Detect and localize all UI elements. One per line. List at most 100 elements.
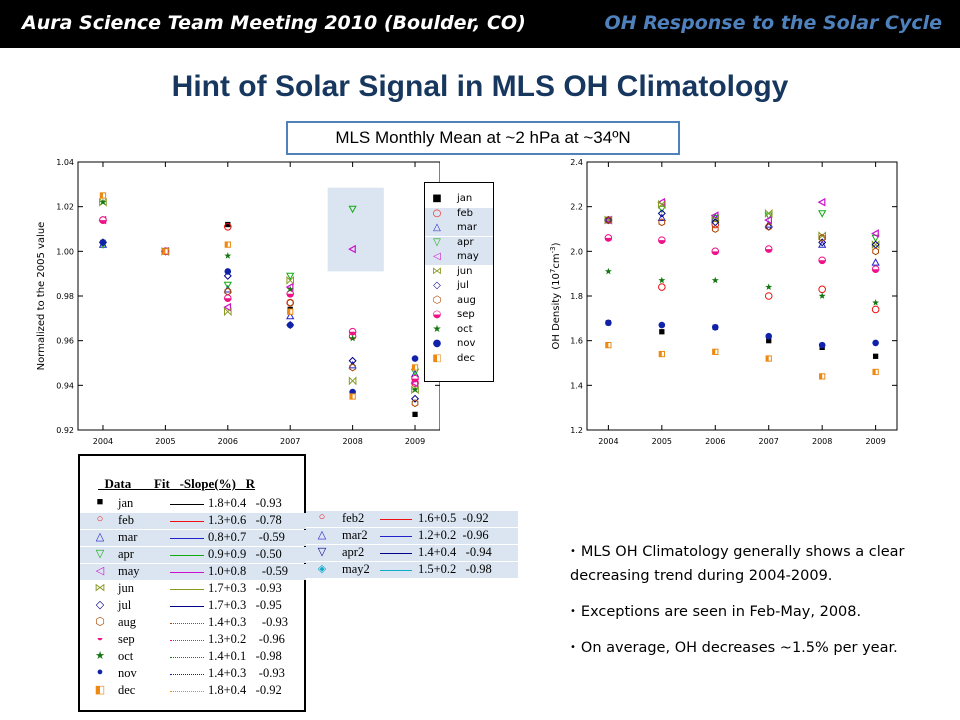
data-point: [765, 355, 772, 362]
data-point: [605, 319, 612, 327]
fit-row-values: 1.4+0.3 -0.93: [208, 666, 285, 680]
data-point: [711, 225, 719, 233]
data-point: [99, 192, 107, 199]
data-point: [411, 355, 419, 362]
fit-line-sample: [380, 570, 412, 571]
fit-line-sample: [170, 691, 204, 692]
jun-marker-icon: ⋈: [432, 265, 442, 277]
fit-row-values: 1.8+0.4 -0.92: [208, 683, 282, 697]
marker-icon: ◇: [95, 599, 105, 611]
data-point: [872, 299, 880, 306]
data-point: [658, 276, 666, 284]
chart1-legend: ■ jan ○ feb △ mar ▽ apr ◁ may ⋈ jun ◇ jul ⬡ aug ◒ sep ★ oct…: [424, 182, 494, 382]
slide-title: Hint of Solar Signal in MLS OH Climatolo…: [171, 70, 789, 103]
x-tick-label: 2006: [705, 437, 725, 446]
data-point: [223, 307, 232, 317]
x-tick-label: 2006: [218, 437, 238, 446]
legend-item: ○ feb: [425, 207, 493, 222]
legend-item: △ mar: [425, 222, 493, 236]
fit-row-values: 0.9+0.9 -0.50: [208, 547, 282, 561]
series-may: [603, 197, 879, 238]
fit-line-sample: [380, 536, 412, 537]
data-point: [764, 215, 772, 225]
series-dec: [605, 341, 879, 380]
fit-row: ⋈ jun 1.7+0.3 -0.93: [80, 581, 306, 597]
highlight-box: [327, 187, 384, 272]
marker-icon: ●: [96, 666, 104, 678]
data-point: [412, 411, 418, 418]
data-point: [818, 210, 827, 218]
data-point: [286, 321, 294, 329]
marker-icon: ★: [95, 650, 105, 662]
y-tick-label: 1.02: [56, 203, 74, 212]
y-tick-label: 2.4: [570, 158, 583, 167]
data-point: [818, 285, 826, 294]
marker-icon: ⋈: [94, 582, 106, 594]
jul-marker-icon: ◇: [433, 280, 441, 291]
data-point: [871, 240, 880, 250]
sep-marker-icon: ◒: [432, 309, 442, 320]
fit-table-header: Data Fit -Slope(%) R: [98, 476, 256, 491]
oh-density-chart: 2004 2005 2006 2007 2008 2009 1.2 1.4 1.6 1.8 2.0 2…: [549, 158, 898, 446]
fit-row: ◁ may 1.0+0.8 -0.59: [80, 564, 306, 580]
data-point: [818, 238, 827, 247]
fit-row-name: jun: [118, 581, 134, 595]
fit-row-values: 1.4+0.1 -0.98: [208, 649, 282, 663]
data-point: [658, 218, 666, 227]
marker-icon: ◒: [96, 632, 104, 644]
plot-frame: [77, 161, 440, 431]
data-point: [286, 272, 295, 281]
data-point: [872, 353, 879, 359]
data-point: [658, 236, 666, 244]
x-tick-label: 2008: [342, 437, 362, 446]
data-point: [223, 271, 232, 280]
marker-icon: ▽: [317, 546, 327, 558]
y-axis-label: Normalized to the 2005 value: [36, 222, 47, 371]
y-tick-label: 2.2: [570, 203, 583, 212]
legend-label: feb: [457, 207, 474, 219]
data-point: [162, 248, 169, 255]
meeting-title: Aura Science Team Meeting 2010 (Boulder,…: [22, 12, 526, 34]
fit-line-sample: [170, 538, 204, 539]
fit-row-name: dec: [118, 683, 136, 697]
fit-row-values: 1.7+0.3 -0.93: [208, 581, 282, 595]
fit-row: ⬡ aug 1.4+0.3 -0.93: [80, 615, 306, 631]
fit-row-values: 1.6+0.5 -0.92: [418, 511, 489, 525]
marker-icon: ○: [96, 513, 104, 525]
series-sep: [604, 234, 880, 273]
series-feb: [604, 216, 880, 314]
fit-row-name: oct: [118, 649, 134, 663]
fit-row: ■ jan 1.8+0.4 -0.93: [80, 496, 306, 512]
marker-icon: ◧: [94, 684, 106, 696]
y-tick-label: 0.94: [56, 381, 74, 390]
fit-row-extra: ○ feb2 1.6+0.5 -0.92: [306, 511, 518, 527]
data-point: [657, 209, 666, 218]
header-bar: Aura Science Team Meeting 2010 (Boulder,…: [0, 0, 960, 48]
fit-line-sample: [380, 553, 412, 554]
fit-row-name: may2: [342, 562, 370, 576]
talk-topic: OH Response to the Solar Cycle: [604, 12, 942, 34]
data-point: [287, 308, 294, 315]
legend-label: oct: [457, 323, 473, 335]
data-point: [349, 363, 356, 372]
aug-marker-icon: ⬡: [432, 294, 442, 306]
series-nov: [605, 319, 879, 349]
series-mar: [604, 213, 880, 266]
y-tick-label: 0.92: [56, 426, 74, 435]
oct-marker-icon: ★: [432, 323, 442, 335]
data-point: [99, 198, 107, 206]
data-point: [348, 356, 357, 365]
data-point: [411, 394, 420, 403]
fit-row: ◇ jul 1.7+0.3 -0.95: [80, 598, 306, 614]
fit-row-extra: △ mar2 1.2+0.2 -0.96: [306, 528, 518, 544]
fit-line-sample: [170, 606, 204, 607]
legend-label: mar: [457, 222, 477, 233]
y-axis-label: OH Density (107cm-3): [549, 242, 562, 349]
fit-row: ○ feb 1.3+0.6 -0.78: [80, 513, 306, 529]
x-tick-label: 2007: [280, 437, 300, 446]
data-point: [764, 292, 773, 300]
legend-label: aug: [457, 294, 476, 306]
x-tick-label: 2005: [155, 437, 175, 446]
series-jan: [605, 320, 879, 359]
fit-row-values: 1.3+0.2 -0.96: [208, 632, 285, 646]
